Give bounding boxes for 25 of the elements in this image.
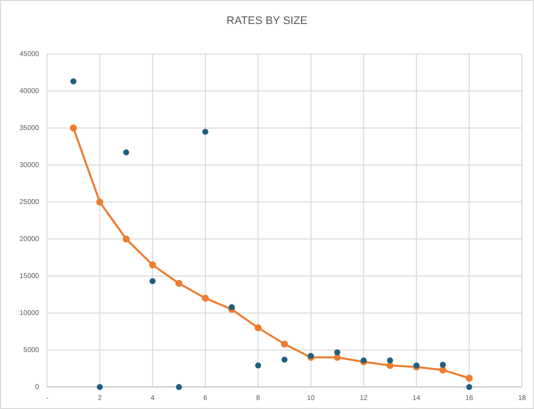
point bbox=[150, 278, 156, 284]
point bbox=[70, 124, 77, 132]
point bbox=[96, 384, 103, 390]
point bbox=[466, 384, 472, 390]
point bbox=[254, 324, 262, 332]
point bbox=[439, 366, 446, 374]
point bbox=[440, 362, 446, 368]
point bbox=[149, 261, 156, 268]
point bbox=[96, 198, 104, 206]
point bbox=[255, 362, 262, 369]
point bbox=[176, 384, 182, 390]
point bbox=[228, 304, 235, 310]
point bbox=[281, 340, 288, 348]
point bbox=[386, 362, 394, 370]
point bbox=[334, 349, 340, 356]
point bbox=[387, 357, 394, 364]
point bbox=[466, 374, 473, 382]
point bbox=[122, 236, 130, 242]
point bbox=[202, 128, 208, 135]
point bbox=[175, 280, 182, 287]
chart-title: RATES BY SIZE bbox=[226, 15, 308, 27]
point bbox=[123, 149, 130, 156]
point bbox=[282, 356, 288, 363]
point bbox=[70, 78, 76, 84]
point bbox=[202, 294, 209, 302]
